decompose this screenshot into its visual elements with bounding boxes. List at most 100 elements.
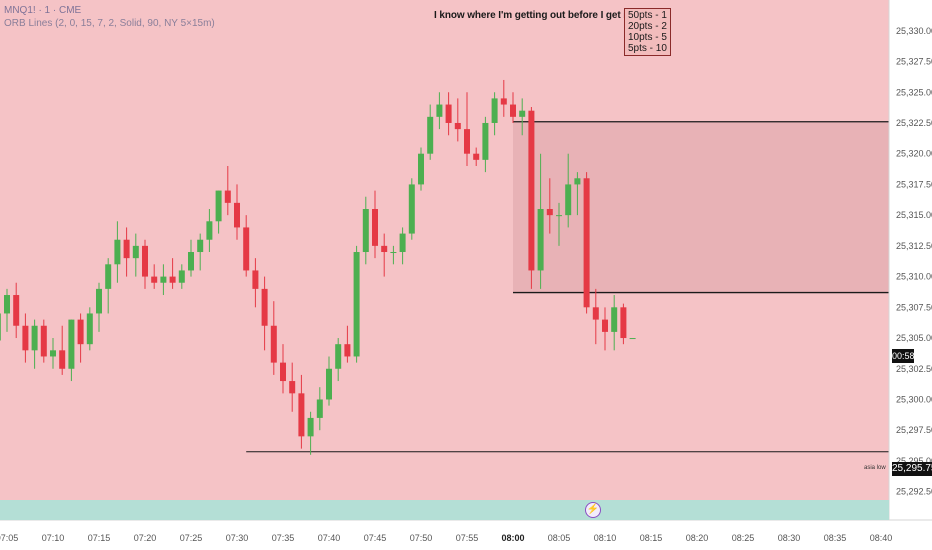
candle-body xyxy=(473,153,480,160)
candle-body xyxy=(574,178,581,185)
x-tick-label: 08:30 xyxy=(778,533,801,543)
y-tick-label: 25,302.50 xyxy=(896,364,932,374)
candle-body xyxy=(261,288,268,326)
chart-note: I know where I'm getting out before I ge… xyxy=(434,10,635,21)
y-tick-label: 25,327.50 xyxy=(896,57,932,67)
candle-body xyxy=(353,252,360,357)
x-tick-label: 08:00 xyxy=(501,533,524,543)
candle-body xyxy=(556,215,562,217)
candle-body xyxy=(500,98,507,105)
y-tick-label: 25,295.00 xyxy=(896,456,932,466)
candle-body xyxy=(68,319,75,369)
y-tick-label: 25,322.50 xyxy=(896,118,932,128)
lightning-icon[interactable]: ⚡ xyxy=(585,502,601,518)
candle-body xyxy=(546,209,553,216)
y-tick-label: 25,297.50 xyxy=(896,425,932,435)
x-tick-label: 07:05 xyxy=(0,533,18,543)
candle-body xyxy=(77,319,84,345)
candle-body xyxy=(224,190,231,203)
candle-body xyxy=(510,104,516,117)
candle-body xyxy=(335,344,342,369)
candle-body xyxy=(316,399,323,418)
candle-body xyxy=(592,307,599,320)
x-tick-label: 07:30 xyxy=(226,533,249,543)
y-tick-label: 25,310.00 xyxy=(896,272,932,282)
y-tick-label: 25,300.00 xyxy=(896,394,932,404)
candle-body xyxy=(31,325,38,351)
candle-body xyxy=(583,178,590,308)
candle-body xyxy=(289,381,296,394)
candle-body xyxy=(22,325,29,351)
price-axis-panel xyxy=(889,0,932,550)
candle-body xyxy=(464,129,470,154)
candle-body xyxy=(491,98,498,123)
y-tick-label: 25,325.00 xyxy=(896,87,932,97)
candle-body xyxy=(482,122,489,160)
candle-body xyxy=(399,233,406,253)
legend-row: 50pts - 1 xyxy=(628,10,667,21)
y-tick-label: 25,312.50 xyxy=(896,241,932,251)
y-tick-label: 25,307.50 xyxy=(896,302,932,312)
legend-row: 20pts - 2 xyxy=(628,21,667,32)
x-tick-label: 08:35 xyxy=(824,533,847,543)
x-tick-label: 08:20 xyxy=(686,533,709,543)
y-tick-label: 25,315.00 xyxy=(896,210,932,220)
candle-body xyxy=(123,239,130,259)
candle-body xyxy=(86,313,93,345)
y-tick-label: 25,317.50 xyxy=(896,179,932,189)
session-bar xyxy=(0,500,889,520)
candle-body xyxy=(197,239,204,253)
x-tick-label: 08:40 xyxy=(870,533,893,543)
candle-body xyxy=(105,264,112,289)
x-tick-label: 07:55 xyxy=(456,533,479,543)
legend-row: 5pts - 10 xyxy=(628,43,667,54)
candle-body xyxy=(537,209,544,271)
candle-body xyxy=(427,116,434,154)
candle-body xyxy=(372,209,378,246)
candle-body xyxy=(362,209,369,253)
candle-body xyxy=(408,184,415,234)
candle-body xyxy=(50,350,56,357)
candle-body xyxy=(0,313,1,341)
orb-box xyxy=(513,121,889,293)
candle-body xyxy=(114,239,121,265)
candle-body xyxy=(280,362,286,382)
candle-body xyxy=(454,122,461,130)
time-axis-panel xyxy=(0,520,932,550)
candle-body xyxy=(565,184,572,216)
legend-row: 10pts - 5 xyxy=(628,32,667,43)
candle-body xyxy=(4,295,10,314)
candle-body xyxy=(418,153,424,185)
candle-body xyxy=(132,245,139,259)
x-tick-label: 08:25 xyxy=(732,533,755,543)
candle-body xyxy=(188,252,194,271)
y-tick-label: 25,320.00 xyxy=(896,149,932,159)
x-tick-label: 07:25 xyxy=(180,533,203,543)
candle-body xyxy=(215,190,222,222)
y-tick-label: 25,330.00 xyxy=(896,26,932,36)
x-tick-label: 07:45 xyxy=(364,533,387,543)
x-tick-label: 08:05 xyxy=(548,533,571,543)
candle-body xyxy=(178,270,185,283)
candle-body xyxy=(436,104,443,117)
x-tick-label: 08:10 xyxy=(594,533,617,543)
candle-body xyxy=(326,368,332,400)
candle-body xyxy=(160,276,167,283)
candle-body xyxy=(59,350,66,369)
countdown-tag: 00:58 xyxy=(892,349,915,363)
candle-body xyxy=(243,227,250,271)
symbol-title[interactable]: MNQ1! · 1 · CME xyxy=(4,5,82,16)
candle-body xyxy=(602,319,608,332)
chart-header: MNQ1! · 1 · CME ORB Lines (2, 0, 15, 7, … xyxy=(4,4,215,30)
candle-body xyxy=(142,245,148,277)
y-tick-label: 25,292.50 xyxy=(896,487,932,497)
candle-body xyxy=(307,417,314,437)
last-price-tag: 25,295.75 xyxy=(892,462,932,476)
asia-low-label: asia low xyxy=(864,465,886,471)
x-tick-label: 07:20 xyxy=(134,533,157,543)
x-tick-label: 08:15 xyxy=(640,533,663,543)
indicator-label[interactable]: ORB Lines (2, 0, 15, 7, 2, Solid, 90, NY… xyxy=(4,18,215,29)
candle-body xyxy=(234,202,240,228)
